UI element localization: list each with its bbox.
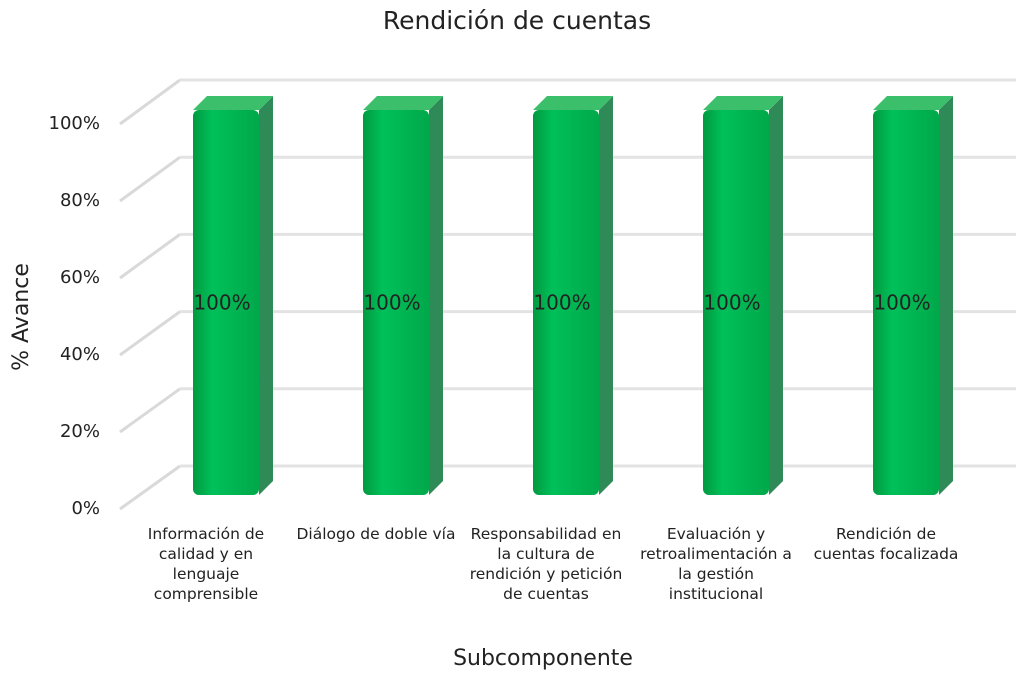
x-axis-label: Subcomponente [453,646,633,671]
bar-top [363,96,443,110]
chart-title: Rendición de cuentas [383,6,651,35]
bar-top [703,96,783,110]
x-tick-label: Rendición de cuentas focalizada [813,525,959,563]
bar-top [533,96,613,110]
y-tick-label: 0% [71,498,100,519]
y-tick-label: 20% [60,421,100,442]
y-tick-label: 80% [60,190,100,211]
bar-side [429,96,443,495]
y-axis-label: % Avance [9,263,34,371]
bar-side [599,96,613,495]
grid-line [119,233,181,280]
x-tick-label: Responsabilidad en la cultura de rendici… [469,525,623,603]
bar-side [769,96,783,495]
grid-line [119,310,181,357]
y-tick-label: 40% [60,344,100,365]
y-tick-label: 60% [60,267,100,288]
grid-line [119,387,181,434]
data-label: 100% [703,291,760,315]
data-label: 100% [193,291,250,315]
data-label: 100% [873,291,930,315]
grid-line [119,78,181,126]
x-tick-label: Diálogo de doble vía [296,525,456,543]
data-label: 100% [363,291,420,315]
y-tick-label: 100% [49,113,100,134]
bar-top [193,96,273,110]
bar-top [873,96,953,110]
x-tick-label: Evaluación y retroalimentación a la gest… [640,525,792,603]
bar [703,110,769,495]
bar [363,110,429,495]
data-label: 100% [533,291,590,315]
x-tick-label: Información de calidad y en lenguaje com… [147,525,265,603]
bar-side [939,96,953,495]
grid-line [119,155,181,203]
bar-side [259,96,273,495]
bar [873,110,939,495]
grid-line [119,464,181,511]
bar [193,110,259,495]
bar [533,110,599,495]
